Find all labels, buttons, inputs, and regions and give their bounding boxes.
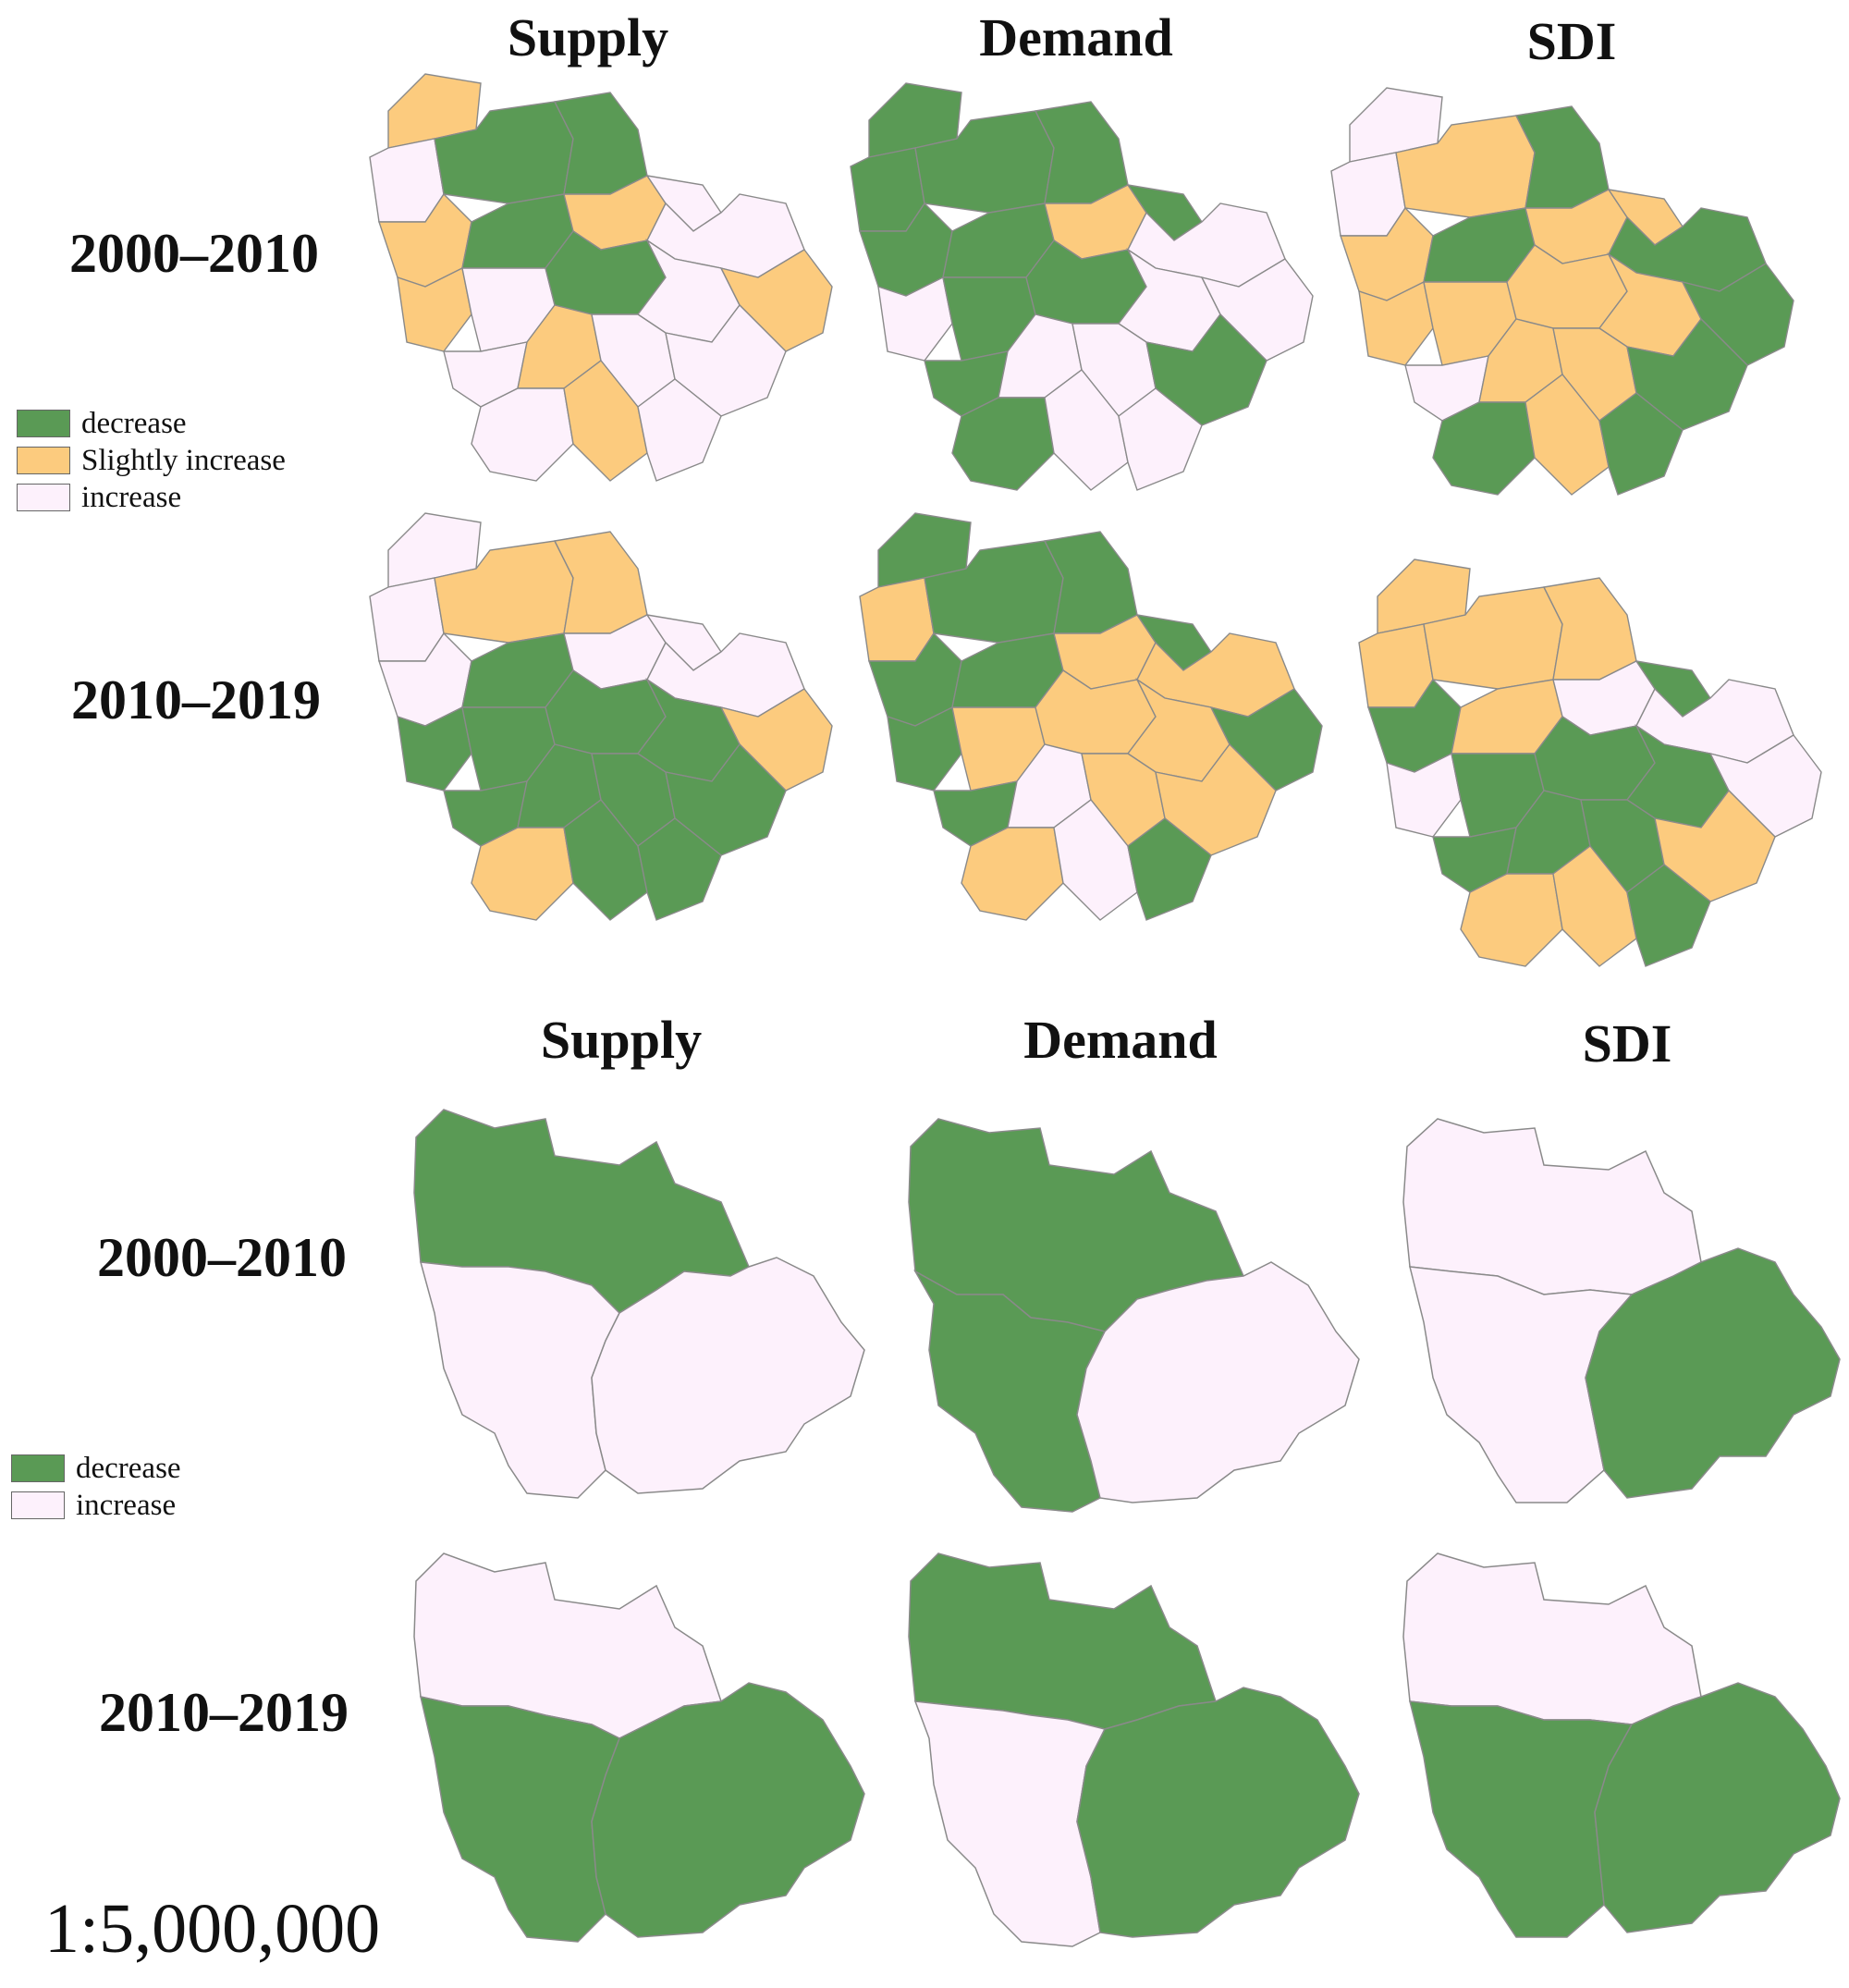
bottom-row-label-2000-2010: 2000–2010 [97, 1227, 347, 1288]
legend-label: increase [76, 1488, 177, 1522]
map-bottom-supply-2000-2010 [407, 1100, 869, 1507]
map-bottom-sdi-2010-2019 [1396, 1544, 1849, 1951]
county-region [1118, 387, 1203, 491]
region-southeast [591, 1257, 865, 1494]
region-southwest [913, 1700, 1107, 1947]
bottom-row-label-2010-2019: 2010–2019 [99, 1682, 349, 1743]
top-col-header-supply: Supply [507, 7, 669, 67]
county-region [1432, 401, 1536, 496]
map-top-demand-2000-2010 [850, 82, 1331, 518]
top-col-header-sdi: SDI [1526, 11, 1617, 71]
region-southeast [1076, 1687, 1360, 1938]
county-region [471, 387, 574, 482]
bottom-col-header-sdi: SDI [1582, 1013, 1672, 1074]
legend-label: Slightly increase [81, 443, 286, 477]
bottom-col-header-demand: Demand [1023, 1010, 1218, 1070]
top-row-label-2000-2010: 2000–2010 [69, 223, 319, 284]
legend-item-slightly-increase: Slightly increase [17, 442, 286, 479]
bottom-legend: decrease increase [11, 1450, 181, 1524]
map-top-supply-2000-2010 [369, 73, 841, 509]
county-region [1330, 152, 1406, 237]
legend-label: increase [81, 480, 182, 514]
county-region [637, 817, 722, 921]
county-region [961, 827, 1064, 921]
county-region [1460, 873, 1563, 967]
legend-item-decrease: decrease [17, 405, 286, 442]
region-southwest [420, 1696, 620, 1943]
map-top-sdi-2010-2019 [1358, 558, 1840, 967]
county-region [1358, 623, 1434, 708]
region-north [1402, 1118, 1702, 1295]
county-region [637, 378, 722, 482]
bottom-col-header-supply: Supply [540, 1010, 703, 1070]
region-southeast [1585, 1247, 1841, 1499]
county-region [859, 577, 935, 662]
county-region [369, 577, 445, 662]
map-top-sdi-2000-2010 [1330, 87, 1812, 522]
legend-item-increase: increase [17, 479, 286, 516]
region-southeast [591, 1682, 865, 1938]
county-region [369, 138, 445, 223]
county-region [951, 397, 1055, 491]
map-bottom-demand-2000-2010 [901, 1110, 1364, 1516]
county-region [850, 147, 925, 232]
county-region [1127, 817, 1212, 921]
map-top-supply-2010-2019 [369, 512, 841, 939]
legend-item-decrease: decrease [11, 1450, 181, 1487]
region-southeast [1076, 1261, 1360, 1503]
scale-label: 1:5,000,000 [44, 1890, 381, 1968]
legend-item-increase: increase [11, 1487, 181, 1524]
map-top-demand-2010-2019 [859, 512, 1341, 939]
top-col-header-demand: Demand [979, 7, 1173, 67]
legend-label: decrease [76, 1451, 181, 1485]
legend-swatch-decrease [17, 410, 70, 437]
legend-swatch-increase [17, 484, 70, 511]
top-legend: decrease Slightly increase increase [17, 405, 286, 516]
region-southeast [1594, 1682, 1841, 1933]
map-bottom-sdi-2000-2010 [1396, 1110, 1849, 1516]
county-region [1598, 392, 1684, 496]
legend-swatch-slightly-increase [17, 447, 70, 474]
legend-label: decrease [81, 406, 187, 440]
region-north [1402, 1552, 1702, 1725]
region-north [908, 1552, 1218, 1730]
county-region [1626, 864, 1711, 967]
map-bottom-supply-2010-2019 [407, 1544, 869, 1951]
top-row-label-2010-2019: 2010–2019 [71, 669, 321, 730]
legend-swatch-decrease [11, 1454, 65, 1482]
map-bottom-demand-2010-2019 [901, 1544, 1364, 1951]
region-southwest [419, 1261, 620, 1499]
county-region [471, 827, 574, 921]
legend-swatch-increase [11, 1491, 65, 1519]
